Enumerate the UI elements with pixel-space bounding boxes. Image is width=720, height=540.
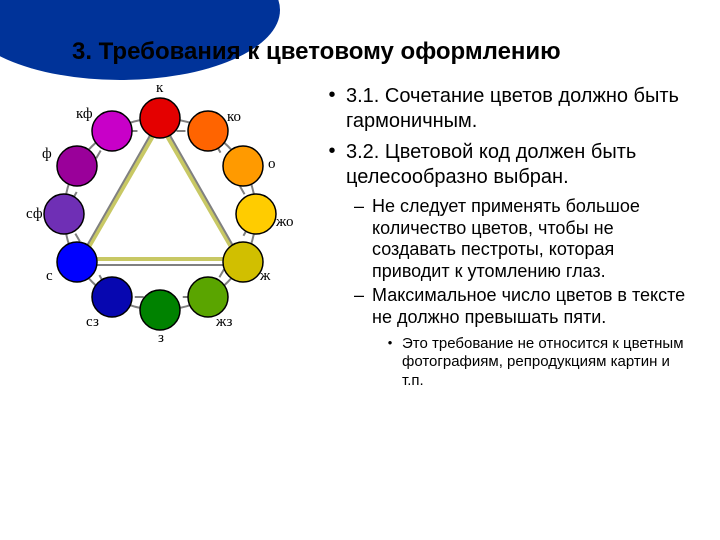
label-z: з <box>158 330 164 347</box>
content-area: к ко о жо ж жз з сз с сф ф кф • 3.1. Соч… <box>0 66 720 391</box>
color-kf <box>92 111 132 151</box>
bullet-icon: • <box>378 335 402 391</box>
label-zho: жо <box>276 214 294 231</box>
color-zh <box>223 242 263 282</box>
bullet-1-text: 3.1. Сочетание цветов должно быть гармон… <box>346 84 690 134</box>
subbullet-1: – Не следует применять большое количеств… <box>346 196 690 282</box>
color-zho <box>236 194 276 234</box>
dash-icon: – <box>346 196 372 282</box>
color-s <box>57 242 97 282</box>
label-zhz: жз <box>216 314 232 331</box>
color-f <box>57 146 97 186</box>
bullet-icon: • <box>318 140 346 190</box>
color-sz <box>92 277 132 317</box>
label-zh: ж <box>260 268 270 285</box>
label-sf: сф <box>26 206 43 223</box>
label-k: к <box>156 80 163 97</box>
color-wheel-column: к ко о жо ж жз з сз с сф ф кф <box>30 84 310 391</box>
label-sz: сз <box>86 314 99 331</box>
color-o <box>223 146 263 186</box>
color-k <box>140 98 180 138</box>
text-column: • 3.1. Сочетание цветов должно быть гарм… <box>310 84 690 391</box>
color-ko <box>188 111 228 151</box>
color-wheel-diagram: к ко о жо ж жз з сз с сф ф кф <box>30 84 290 344</box>
subbullet-1-text: Не следует применять большое количество … <box>372 196 690 282</box>
label-f: ф <box>42 146 52 163</box>
label-ko: ко <box>227 109 241 126</box>
color-sf <box>44 194 84 234</box>
label-o: о <box>268 156 276 173</box>
label-s: с <box>46 268 53 285</box>
note-1: • Это требование не относится к цветным … <box>378 335 690 391</box>
subbullet-2: – Максимальное число цветов в тексте не … <box>346 285 690 328</box>
slide-title: 3. Требования к цветовому оформлению <box>0 0 720 66</box>
dash-icon: – <box>346 285 372 328</box>
subbullet-2-text: Максимальное число цветов в тексте не до… <box>372 285 690 328</box>
color-wheel-svg <box>30 84 290 344</box>
color-zhz <box>188 277 228 317</box>
label-kf: кф <box>76 106 93 123</box>
color-z <box>140 290 180 330</box>
bullet-2: • 3.2. Цветовой код должен быть целесооб… <box>318 140 690 190</box>
bullet-icon: • <box>318 84 346 134</box>
note-1-text: Это требование не относится к цветным фо… <box>402 335 690 391</box>
bullet-2-text: 3.2. Цветовой код должен быть целесообра… <box>346 140 690 190</box>
wheel-ring <box>64 118 256 310</box>
bullet-1: • 3.1. Сочетание цветов должно быть гарм… <box>318 84 690 134</box>
